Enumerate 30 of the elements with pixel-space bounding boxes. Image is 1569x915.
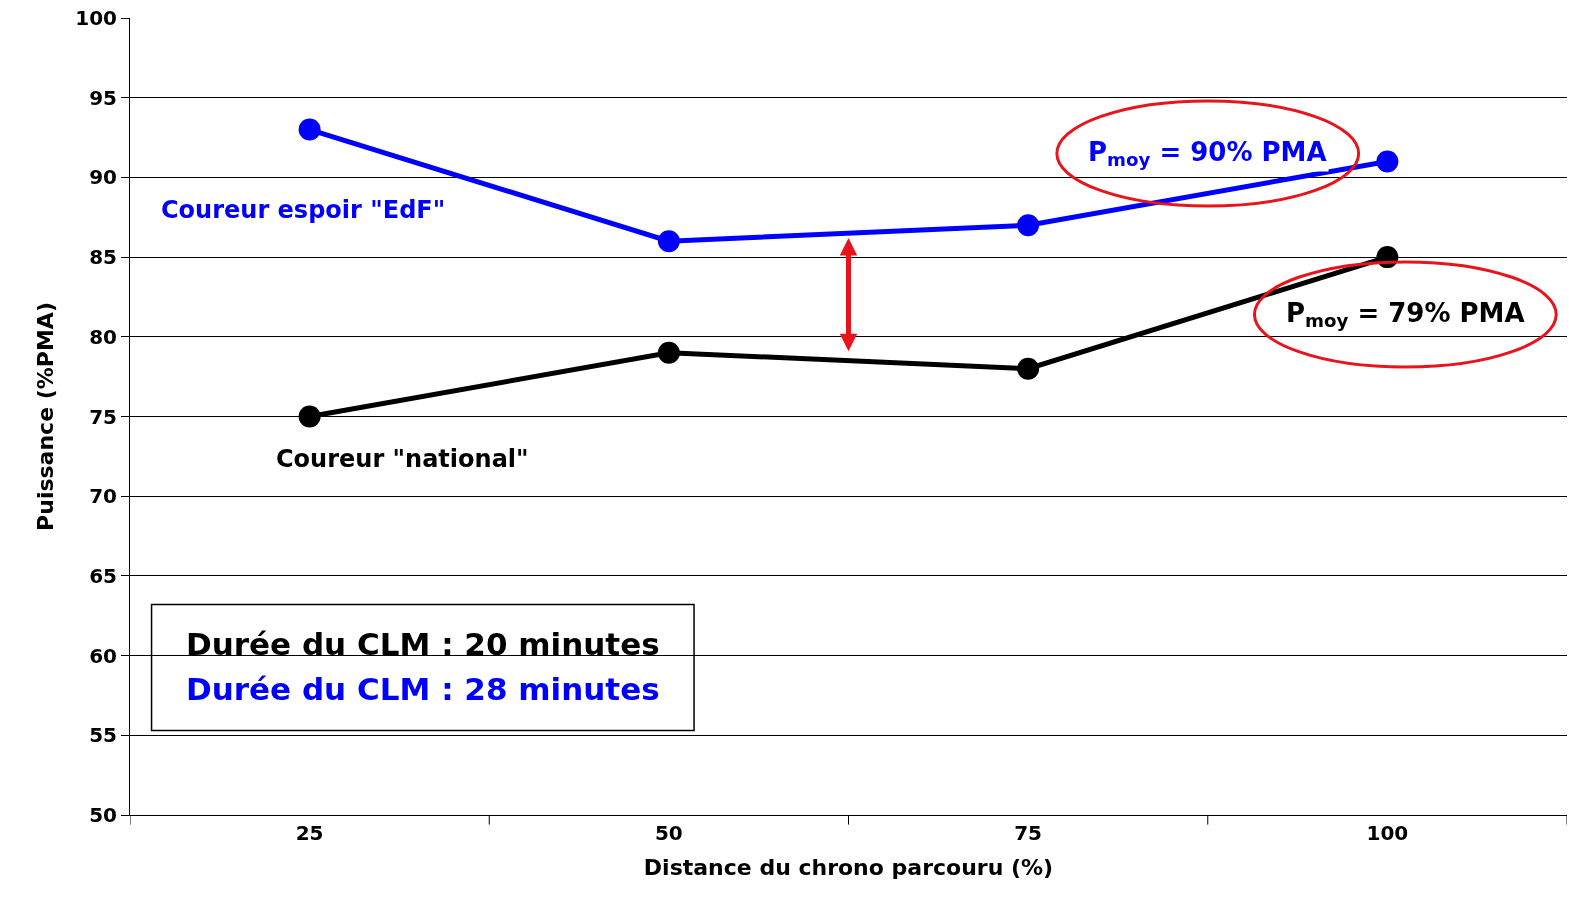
y-tick-label: 95: [89, 85, 117, 110]
point: [1017, 357, 1040, 380]
y-tick-label: 90: [89, 165, 117, 190]
y-tick-label: 80: [89, 324, 117, 349]
y-tick-label: 70: [89, 484, 117, 509]
x-axis-title: Distance du chrono parcouru (%): [643, 854, 1054, 880]
y-tick-label: 85: [89, 245, 117, 270]
annotation: Durée du CLM : 28 minutes: [186, 671, 660, 707]
series-label: Coureur espoir "EdF": [161, 196, 446, 224]
y-tick-label: 100: [75, 6, 117, 30]
x-tick-label: 100: [1366, 821, 1409, 845]
point: [298, 118, 321, 141]
annotation: Durée du CLM : 20 minutes: [186, 626, 660, 662]
x-tick-label: 50: [654, 821, 683, 845]
series-label: Coureur "national": [276, 445, 529, 473]
point: [298, 405, 321, 428]
point: [657, 341, 680, 364]
point: [1017, 214, 1040, 237]
y-axis-title: Puissance (%PMA): [33, 302, 59, 531]
annotation: P$_{moy}$ = 90% PMA: [1088, 137, 1327, 171]
y-tick-label: 75: [89, 404, 117, 429]
x-tick-label: 25: [295, 821, 324, 845]
annotation: P$_{moy}$ = 79% PMA: [1286, 298, 1525, 332]
y-tick-label: 65: [89, 563, 117, 588]
y-tick-label: 60: [89, 643, 117, 668]
x-tick-label: 75: [1014, 821, 1043, 845]
y-tick-label: 50: [89, 803, 117, 827]
point: [657, 230, 680, 253]
point: [1376, 150, 1399, 173]
y-tick-label: 55: [89, 723, 117, 748]
